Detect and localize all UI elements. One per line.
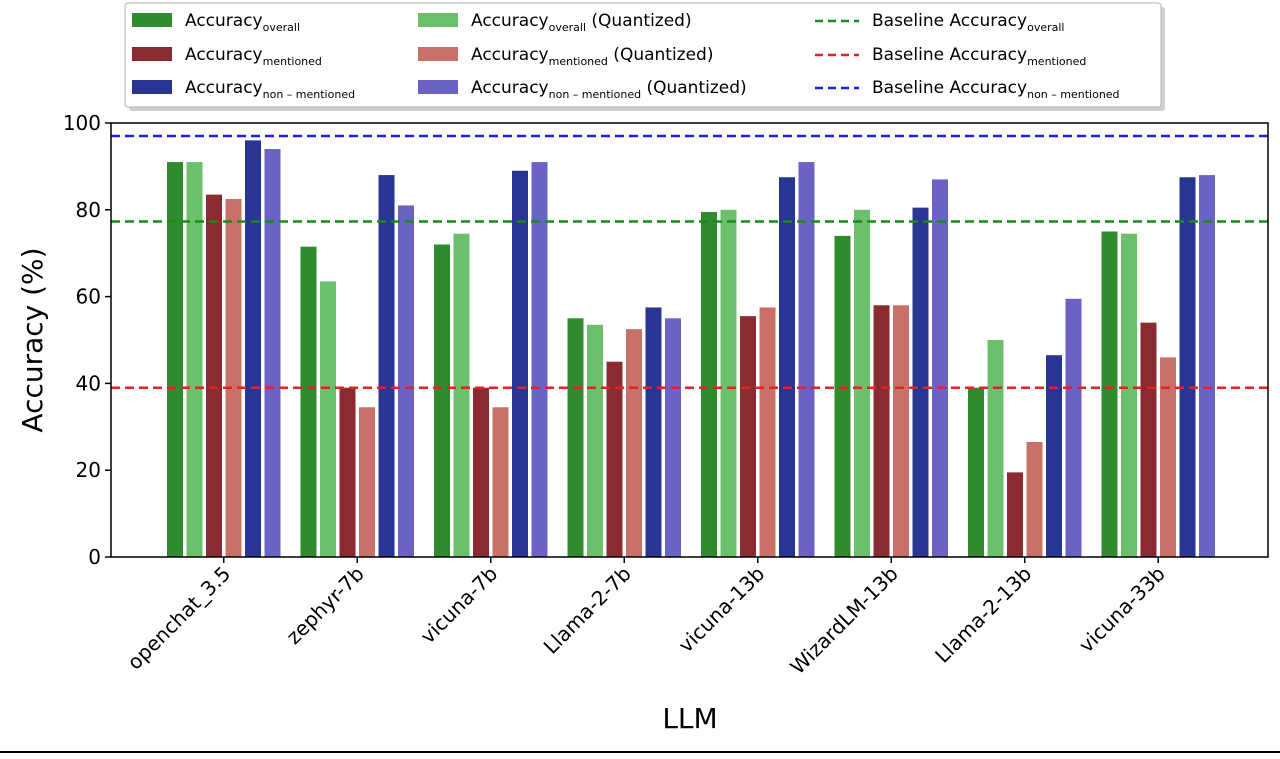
bar-vicuna-13b-series-3 [759, 307, 776, 557]
bar-llama-2-13b-series-2 [1007, 472, 1023, 557]
bar-llama-2-7b-series-4 [645, 307, 662, 557]
bar-zephyr-7b-series-5 [398, 205, 414, 557]
bar-openchat-3-5-series-5 [264, 149, 281, 558]
legend-swatch-series-5 [418, 80, 458, 94]
bar-vicuna-7b-series-1 [453, 233, 470, 558]
legend-swatch-series-3 [418, 47, 458, 61]
bar-vicuna-7b-series-2 [473, 387, 489, 557]
legend-label-series-3: Accuracymentioned (Quantized) [471, 45, 713, 68]
y-tick-label: 20 [76, 458, 101, 482]
bar-llama-2-13b-series-5 [1065, 298, 1082, 557]
bar-llama-2-7b-series-0 [567, 318, 584, 557]
legend-box [124, 2, 1162, 108]
bar-wizardlm-13b-series-1 [854, 209, 870, 558]
bar-wizardlm-13b-series-4 [912, 207, 929, 557]
bar-vicuna-7b-series-4 [512, 170, 528, 558]
bar-vicuna-13b-series-0 [701, 211, 717, 557]
x-axis-title: LLM [662, 702, 717, 735]
bar-vicuna-33b-series-5 [1199, 175, 1215, 557]
bars-group [167, 140, 1215, 558]
bar-vicuna-33b-series-2 [1140, 322, 1157, 557]
bar-vicuna-7b-series-0 [434, 244, 450, 557]
legend-label-baseline-mentioned: Baseline Accuracymentioned [872, 45, 1086, 68]
y-tick-label: 80 [76, 198, 101, 222]
bar-vicuna-33b-series-1 [1121, 233, 1137, 558]
legend-swatch-series-4 [132, 80, 172, 94]
legend-label-series-5: Accuracynon – mentioned (Quantized) [471, 78, 747, 101]
bar-wizardlm-13b-series-2 [873, 305, 890, 557]
bar-openchat-3-5-series-4 [245, 140, 261, 558]
y-axis-title: Accuracy (%) [16, 247, 49, 432]
bar-vicuna-7b-series-5 [531, 162, 548, 557]
bar-vicuna-13b-series-1 [720, 209, 737, 558]
bar-zephyr-7b-series-2 [339, 387, 356, 557]
y-tick-label: 40 [76, 371, 101, 395]
bar-llama-2-7b-series-5 [665, 318, 681, 557]
bar-vicuna-13b-series-2 [740, 316, 756, 557]
y-tick-label: 0 [88, 545, 101, 569]
legend-label-baseline-overall: Baseline Accuracyoverall [872, 11, 1064, 34]
bar-vicuna-33b-series-3 [1160, 357, 1176, 557]
bar-vicuna-33b-series-4 [1179, 177, 1196, 557]
bar-llama-2-7b-series-1 [587, 324, 603, 557]
bar-wizardlm-13b-series-3 [893, 305, 909, 557]
legend-label-series-2: Accuracymentioned [185, 45, 322, 68]
bar-openchat-3-5-series-2 [206, 194, 222, 558]
bar-zephyr-7b-series-0 [300, 246, 317, 557]
legend: Accuracyoverall Accuracymentioned Accuracy… [124, 2, 1165, 111]
baselines-group [111, 134, 1268, 389]
y-tick-label: 60 [76, 285, 101, 309]
y-tick-label: 100 [63, 111, 101, 135]
bar-vicuna-13b-series-5 [798, 162, 815, 557]
bar-openchat-3-5-series-0 [167, 162, 183, 557]
bar-vicuna-33b-series-0 [1101, 231, 1118, 557]
bar-openchat-3-5-series-3 [225, 198, 242, 557]
plot-frame [110, 122, 1269, 558]
legend-label-series-0: Accuracyoverall [185, 11, 300, 34]
legend-swatch-series-0 [132, 13, 172, 27]
y-axis: 0 20 40 60 80 100 [63, 111, 111, 569]
legend-label-series-1: Accuracyoverall (Quantized) [471, 11, 692, 34]
bar-llama-2-13b-series-0 [968, 387, 984, 557]
bar-vicuna-7b-series-3 [492, 407, 509, 557]
bar-llama-2-13b-series-4 [1046, 355, 1062, 557]
bar-llama-2-13b-series-1 [987, 340, 1004, 557]
bar-zephyr-7b-series-3 [359, 407, 375, 557]
legend-swatch-series-1 [418, 13, 458, 27]
bar-vicuna-13b-series-4 [779, 177, 795, 557]
bar-wizardlm-13b-series-5 [932, 179, 948, 558]
bar-llama-2-7b-series-2 [606, 361, 623, 557]
bar-llama-2-13b-series-3 [1026, 441, 1043, 557]
legend-label-baseline-non-mentioned: Baseline Accuracynon – mentioned [872, 78, 1120, 101]
bar-wizardlm-13b-series-0 [834, 235, 851, 557]
legend-label-series-4: Accuracynon – mentioned [185, 78, 355, 101]
bar-llama-2-7b-series-3 [626, 329, 642, 557]
legend-swatch-series-2 [132, 47, 172, 61]
bar-zephyr-7b-series-4 [378, 175, 395, 557]
bar-openchat-3-5-series-1 [186, 162, 203, 557]
bar-zephyr-7b-series-1 [320, 281, 336, 557]
